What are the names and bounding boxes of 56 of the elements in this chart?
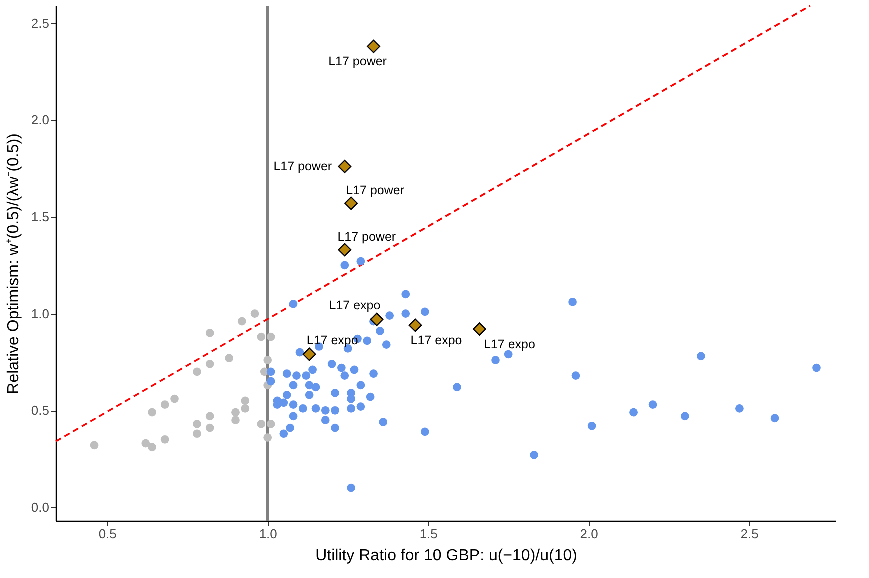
point <box>206 360 214 368</box>
annotation: L17 power <box>274 160 332 174</box>
y-tick-label: 0.0 <box>31 500 50 515</box>
annotation: L17 power <box>346 183 404 198</box>
annotation: L17 power <box>328 54 387 69</box>
point <box>266 332 276 342</box>
point <box>206 412 214 421</box>
point <box>367 40 380 54</box>
point <box>257 332 266 342</box>
point <box>472 322 486 336</box>
point <box>206 329 214 338</box>
point <box>148 443 156 452</box>
point <box>370 312 384 326</box>
point <box>170 394 179 404</box>
point <box>160 436 170 444</box>
x-tick-label: 2.5 <box>740 526 759 542</box>
point <box>193 368 202 376</box>
point <box>338 160 352 174</box>
point <box>193 420 202 428</box>
point <box>232 408 240 417</box>
point <box>193 430 202 438</box>
annotation: L17 expo <box>484 337 536 352</box>
point <box>302 348 316 362</box>
point <box>250 310 260 318</box>
annotation: L17 expo <box>306 333 358 348</box>
point <box>408 318 422 332</box>
point <box>241 396 250 406</box>
point <box>142 439 150 448</box>
annotation: L17 power <box>338 230 396 244</box>
point <box>90 441 99 450</box>
y-tick-label: 2.5 <box>31 16 50 31</box>
point <box>241 404 250 413</box>
point <box>232 416 240 424</box>
y-tick-label: 1.0 <box>31 306 50 322</box>
point <box>338 243 352 257</box>
x-tick-label: 2.0 <box>580 526 598 542</box>
point <box>206 424 214 432</box>
y-tick-label: 1.5 <box>31 210 50 225</box>
point <box>160 400 170 410</box>
y-tick-label: 0.5 <box>31 403 50 418</box>
annotation: L17 expo <box>410 333 462 348</box>
y-tick-label: 2.0 <box>31 112 50 128</box>
point <box>264 434 272 442</box>
x-tick-label: 1.0 <box>259 526 278 542</box>
x-tick-label: 1.5 <box>420 526 438 542</box>
y-axis-title: Relative Optimism: w⁺(0.5)/(λw⁻(0.5)) <box>5 134 22 394</box>
point <box>257 420 266 428</box>
point <box>225 354 234 363</box>
x-tick-label: 0.5 <box>98 526 117 542</box>
point <box>264 356 272 364</box>
point <box>266 420 276 428</box>
point <box>148 408 156 417</box>
point <box>344 196 358 210</box>
annotation: L17 expo <box>329 298 381 313</box>
point <box>238 317 246 326</box>
x-axis-title: Utility Ratio for 10 GBP: u(−10)/u(10) <box>316 548 578 564</box>
